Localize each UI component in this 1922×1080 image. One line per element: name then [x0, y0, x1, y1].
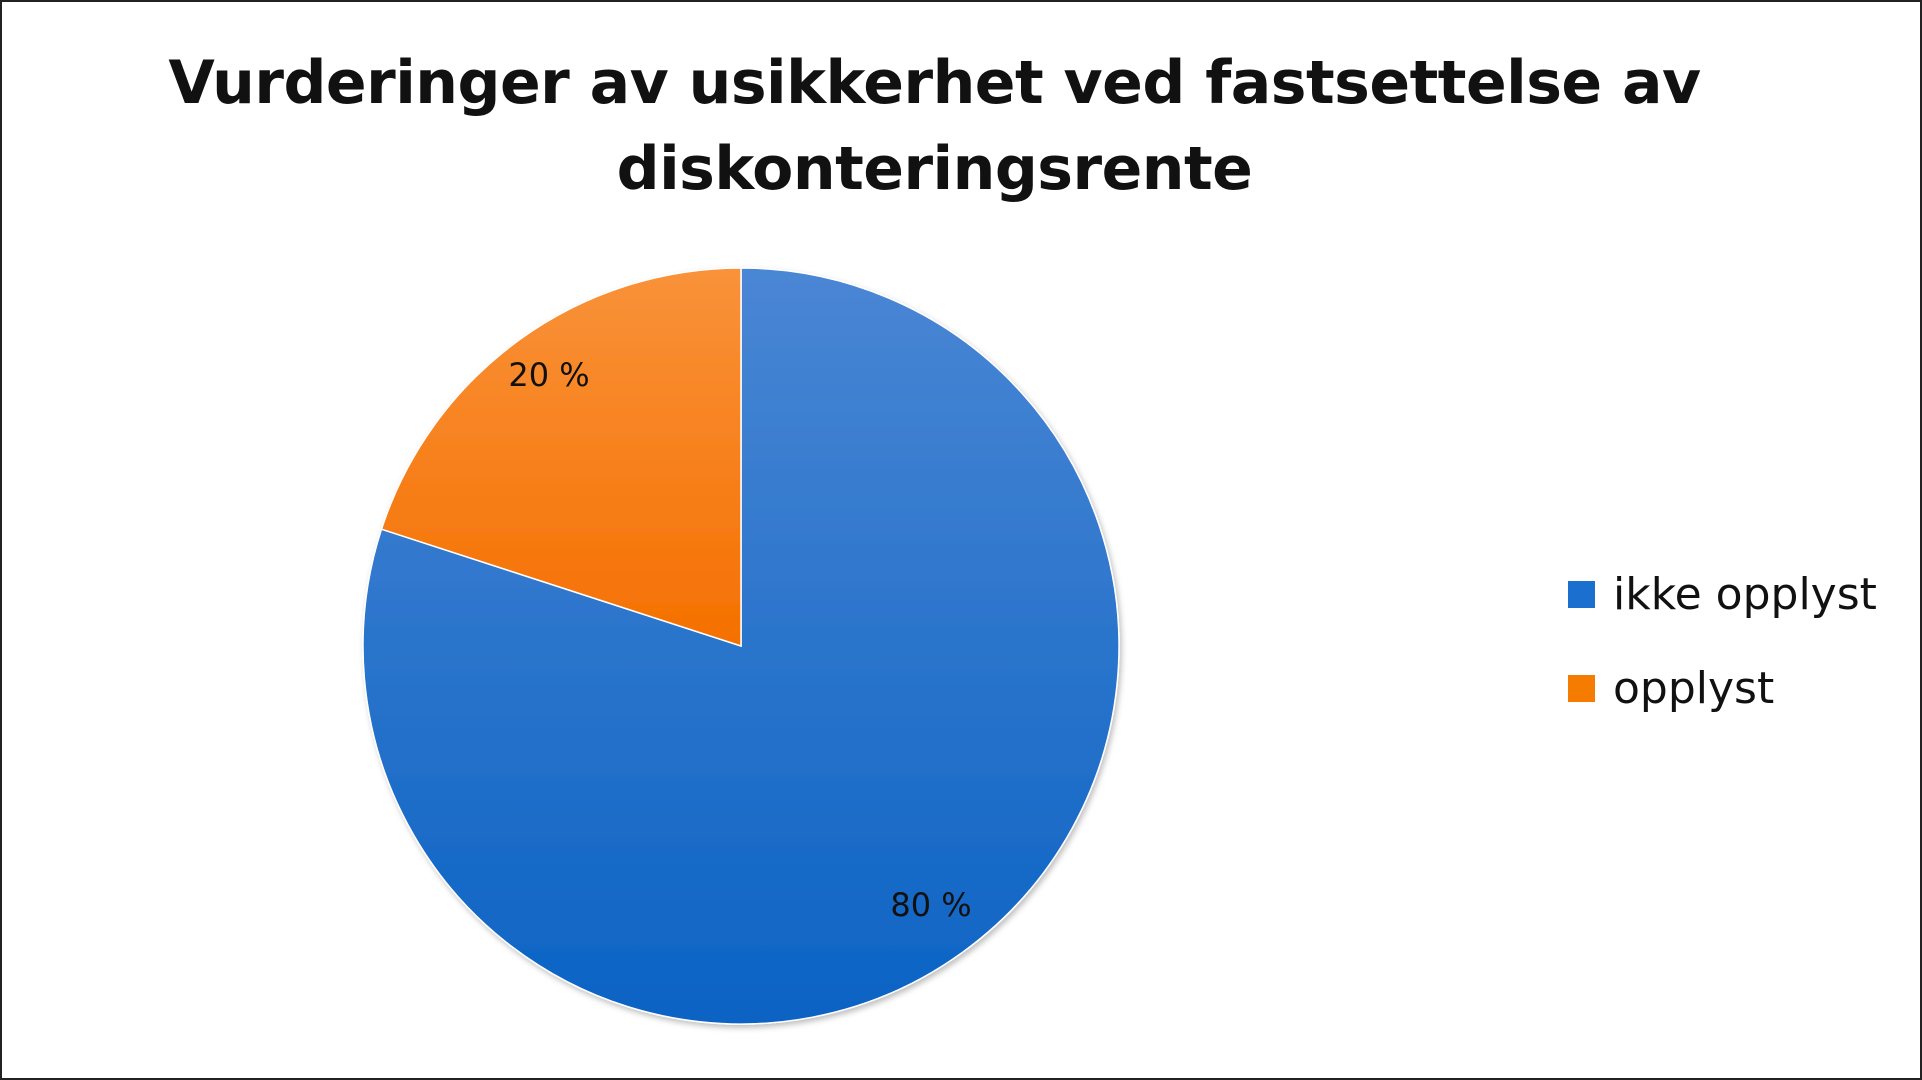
- legend-swatch-ikke-opplyst: [1568, 580, 1595, 608]
- pie-slices: [362, 267, 1120, 1025]
- data-label-ikke-opplyst: 80 %: [890, 886, 971, 924]
- chart-title-line-2: diskonteringsrente: [616, 134, 1253, 204]
- chart-title-line-1: Vurderinger av usikkerhet ved fastsettel…: [168, 48, 1701, 118]
- data-label-opplyst: 20 %: [508, 356, 589, 394]
- legend: ikke opplyst opplyst: [1568, 568, 1877, 758]
- pie-data-labels: 80 % 20 %: [508, 356, 971, 924]
- legend-label-opplyst: opplyst: [1613, 662, 1775, 714]
- legend-item-ikke-opplyst: ikke opplyst: [1568, 568, 1877, 620]
- legend-swatch-opplyst: [1568, 674, 1595, 702]
- legend-item-opplyst: opplyst: [1568, 662, 1877, 714]
- legend-label-ikke-opplyst: ikke opplyst: [1613, 568, 1877, 620]
- chart-title: Vurderinger av usikkerhet ved fastsettel…: [2, 40, 1867, 212]
- pie-slice-opplyst: [380, 267, 742, 648]
